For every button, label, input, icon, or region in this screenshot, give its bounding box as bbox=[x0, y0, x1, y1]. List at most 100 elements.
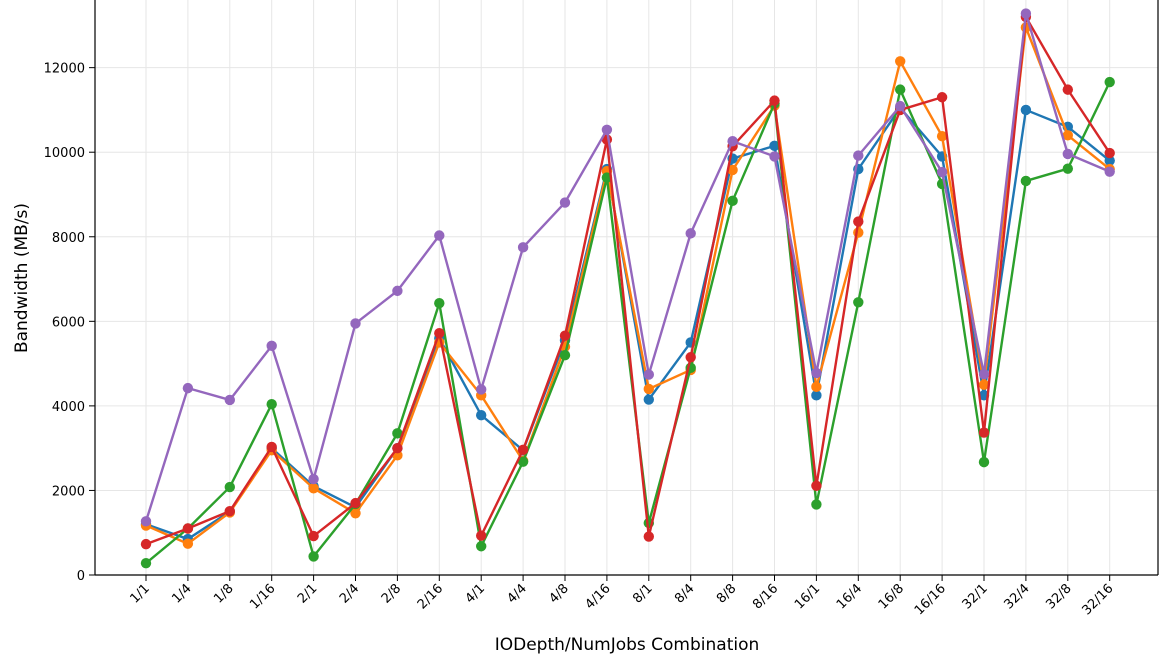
y-tick-label: 8000 bbox=[52, 231, 85, 246]
data-point bbox=[1020, 104, 1032, 116]
series-layer bbox=[140, 8, 1115, 569]
data-point bbox=[601, 124, 613, 135]
x-tick-label: 8/8 bbox=[714, 581, 739, 606]
y-tick-label: 2000 bbox=[52, 484, 85, 499]
data-point bbox=[1062, 130, 1074, 141]
data-point bbox=[1104, 155, 1115, 166]
data-point bbox=[978, 427, 990, 438]
data-point bbox=[1062, 163, 1074, 174]
data-point bbox=[1104, 76, 1115, 88]
data-point bbox=[1104, 166, 1115, 177]
data-point bbox=[685, 352, 696, 363]
series-line bbox=[145, 15, 1111, 546]
data-point bbox=[1062, 84, 1074, 95]
data-point bbox=[811, 367, 822, 379]
x-tick-label: 8/1 bbox=[630, 581, 655, 606]
data-point bbox=[350, 497, 361, 509]
data-point bbox=[978, 368, 990, 380]
x-tick-label: 4/1 bbox=[463, 581, 488, 606]
x-tick-label: 2/4 bbox=[337, 581, 362, 606]
data-point bbox=[978, 379, 990, 390]
data-point bbox=[517, 456, 529, 467]
data-point bbox=[811, 390, 822, 401]
data-point bbox=[685, 228, 696, 239]
data-point bbox=[853, 297, 864, 308]
data-point bbox=[476, 384, 487, 395]
data-point bbox=[643, 383, 654, 395]
data-point bbox=[350, 318, 361, 329]
data-point bbox=[811, 381, 822, 393]
x-tick-label: 32/4 bbox=[1001, 581, 1032, 612]
data-point bbox=[936, 92, 948, 103]
data-point bbox=[727, 195, 738, 207]
data-point bbox=[769, 151, 780, 162]
x-tick-label: 16/8 bbox=[876, 581, 907, 612]
data-point bbox=[434, 327, 445, 339]
x-tick-label: 1/4 bbox=[169, 581, 194, 606]
x-tick-label: 1/8 bbox=[211, 581, 236, 606]
data-point bbox=[140, 538, 152, 550]
x-tick-label: 16/1 bbox=[792, 581, 823, 612]
data-point bbox=[853, 150, 864, 161]
data-point bbox=[350, 508, 361, 519]
series-2 bbox=[140, 22, 1115, 549]
data-point bbox=[434, 297, 445, 309]
data-point bbox=[769, 140, 780, 152]
data-point bbox=[643, 531, 654, 542]
series-3 bbox=[140, 76, 1115, 569]
data-point bbox=[182, 538, 194, 549]
data-point bbox=[476, 409, 487, 421]
series-line bbox=[145, 81, 1111, 565]
data-point bbox=[182, 382, 194, 394]
data-point bbox=[266, 398, 277, 410]
data-point bbox=[559, 197, 571, 208]
x-tick-label: 1/1 bbox=[127, 581, 152, 606]
data-point bbox=[224, 481, 235, 493]
x-tick-label: 2/16 bbox=[415, 581, 446, 612]
x-tick-label: 1/16 bbox=[247, 581, 278, 612]
data-point bbox=[140, 557, 152, 569]
x-tick-label: 32/1 bbox=[960, 581, 991, 612]
data-point bbox=[936, 130, 948, 142]
x-tick-label: 32/16 bbox=[1079, 581, 1116, 618]
x-tick-label: 2/8 bbox=[379, 581, 404, 606]
x-axis-title: IODepth/NumJobs Combination bbox=[495, 635, 760, 655]
data-point bbox=[182, 523, 194, 534]
data-point bbox=[476, 541, 487, 552]
y-axis-title: Bandwidth (MB/s) bbox=[12, 203, 32, 353]
data-point bbox=[266, 340, 277, 352]
ticks: 0 2000 4000 6000 8000 10000 12000 1/1 1/4 1/8 1/16… bbox=[44, 62, 1117, 619]
x-tick-label: 32/8 bbox=[1043, 581, 1074, 612]
data-point bbox=[978, 456, 990, 468]
data-point bbox=[1020, 8, 1032, 19]
x-tick-label: 4/8 bbox=[546, 581, 571, 606]
y-tick-label: 12000 bbox=[44, 62, 85, 77]
data-point bbox=[308, 551, 319, 562]
data-point bbox=[392, 285, 403, 297]
data-point bbox=[895, 100, 906, 112]
series-5 bbox=[140, 8, 1115, 527]
data-point bbox=[727, 164, 738, 176]
data-point bbox=[895, 56, 906, 67]
data-point bbox=[224, 394, 235, 406]
x-tick-label: 4/4 bbox=[505, 581, 530, 606]
data-point bbox=[392, 442, 403, 454]
y-tick-label: 10000 bbox=[44, 146, 85, 161]
data-point bbox=[1104, 147, 1115, 159]
data-point bbox=[811, 480, 822, 491]
data-point bbox=[643, 369, 654, 380]
data-point bbox=[769, 95, 780, 106]
data-point bbox=[1020, 175, 1032, 187]
data-point bbox=[727, 136, 738, 147]
data-point bbox=[643, 394, 654, 405]
data-point bbox=[308, 473, 319, 485]
data-point bbox=[140, 516, 152, 527]
series-4 bbox=[140, 11, 1115, 550]
data-point bbox=[853, 216, 864, 227]
y-tick-label: 4000 bbox=[52, 400, 85, 415]
y-tick-label: 6000 bbox=[52, 315, 85, 330]
data-point bbox=[895, 84, 906, 95]
data-point bbox=[936, 166, 948, 178]
